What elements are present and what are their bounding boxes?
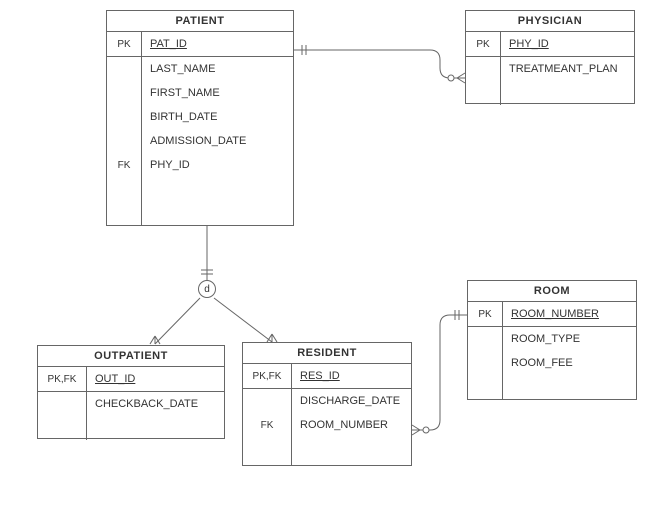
attr-name: LAST_NAME [142, 63, 293, 75]
attr-key [38, 416, 87, 440]
attr-key: PK,FK [243, 364, 292, 388]
attr-row: DISCHARGE_DATE [243, 389, 411, 413]
attr-key: FK [243, 413, 292, 437]
attr-row: PK,FKRES_ID [243, 364, 411, 389]
attr-row: PKROOM_NUMBER [468, 302, 636, 327]
attr-name: TREATMEANT_PLAN [501, 63, 634, 75]
attr-row-filler [38, 416, 224, 440]
attr-row: FKROOM_NUMBER [243, 413, 411, 437]
attr-row: FKPHY_ID [107, 153, 293, 177]
connector-patient-physician [294, 50, 465, 78]
entity-patient: PATIENTPKPAT_ID LAST_NAME FIRST_NAME BIRTH_… [106, 10, 294, 226]
attr-key [466, 81, 501, 105]
attr-key: PK [107, 32, 142, 56]
entity-resident: RESIDENTPK,FKRES_IDDISCHARGE_DATEFKROOM_… [242, 342, 412, 466]
attr-row: PKPHY_ID [466, 32, 634, 57]
attr-name: PAT_ID [142, 38, 293, 50]
attr-key [466, 57, 501, 81]
entity-title: OUTPATIENT [38, 346, 224, 367]
attr-key [243, 437, 292, 465]
entity-attributes: PKROOM_NUMBER ROOM_TYPE ROOM_FEE [468, 302, 636, 399]
attr-name: RES_ID [292, 370, 411, 382]
attr-row-filler [466, 81, 634, 105]
attr-row: ADMISSION_DATE [107, 129, 293, 153]
attr-key: PK [466, 32, 501, 56]
attr-key [107, 177, 142, 225]
attr-row: TREATMEANT_PLAN [466, 57, 634, 81]
connector-resident-room [412, 315, 467, 430]
attr-row: FIRST_NAME [107, 81, 293, 105]
attr-name: CHECKBACK_DATE [87, 398, 224, 410]
entity-title: PHYSICIAN [466, 11, 634, 32]
attr-name: BIRTH_DATE [142, 111, 293, 123]
entity-attributes: PKPHY_ID TREATMEANT_PLAN [466, 32, 634, 105]
attr-row: CHECKBACK_DATE [38, 392, 224, 416]
attr-key [468, 351, 503, 375]
attr-key [468, 327, 503, 351]
attr-key [107, 129, 142, 153]
connector-d-outpatient [155, 298, 200, 344]
entity-attributes: PK,FKRES_IDDISCHARGE_DATEFKROOM_NUMBER [243, 364, 411, 465]
attr-key [107, 57, 142, 81]
attr-row-filler [468, 375, 636, 399]
attr-name: ROOM_FEE [503, 357, 636, 369]
er-diagram-canvas: d PATIENTPKPAT_IDLAST_NAMEFIRST_NAMEBIRT… [0, 0, 651, 511]
attr-name: ROOM_NUMBER [292, 419, 411, 431]
attr-name: ROOM_NUMBER [503, 308, 636, 320]
attr-key [107, 81, 142, 105]
disjoint-label: d [204, 284, 210, 295]
attr-name: OUT_ID [87, 373, 224, 385]
attr-row: ROOM_FEE [468, 351, 636, 375]
entity-attributes: PKPAT_ID LAST_NAME FIRST_NAME BIRTH_DATE ADM… [107, 32, 293, 225]
attr-row: ROOM_TYPE [468, 327, 636, 351]
attr-key: PK,FK [38, 367, 87, 391]
entity-title: RESIDENT [243, 343, 411, 364]
attr-name: ADMISSION_DATE [142, 135, 293, 147]
attr-row: PK,FKOUT_ID [38, 367, 224, 392]
attr-name: DISCHARGE_DATE [292, 395, 411, 407]
attr-key [468, 375, 503, 399]
entity-room: ROOMPKROOM_NUMBER ROOM_TYPE ROOM_FEE [467, 280, 637, 400]
attr-name: ROOM_TYPE [503, 333, 636, 345]
attr-name: FIRST_NAME [142, 87, 293, 99]
attr-key: PK [468, 302, 503, 326]
attr-row: PKPAT_ID [107, 32, 293, 57]
entity-attributes: PK,FKOUT_ID CHECKBACK_DATE [38, 367, 224, 440]
attr-key [243, 389, 292, 413]
attr-row-filler [243, 437, 411, 465]
entity-outpatient: OUTPATIENTPK,FKOUT_ID CHECKBACK_DATE [37, 345, 225, 439]
attr-name: PHY_ID [501, 38, 634, 50]
attr-name: PHY_ID [142, 159, 293, 171]
disjoint-symbol: d [198, 280, 216, 298]
attr-row: LAST_NAME [107, 57, 293, 81]
entity-physician: PHYSICIANPKPHY_ID TREATMEANT_PLAN [465, 10, 635, 104]
entity-title: PATIENT [107, 11, 293, 32]
attr-row: BIRTH_DATE [107, 105, 293, 129]
connector-d-resident [214, 298, 272, 342]
attr-key: FK [107, 153, 142, 177]
entity-title: ROOM [468, 281, 636, 302]
attr-row-filler [107, 177, 293, 225]
attr-key [38, 392, 87, 416]
attr-key [107, 105, 142, 129]
